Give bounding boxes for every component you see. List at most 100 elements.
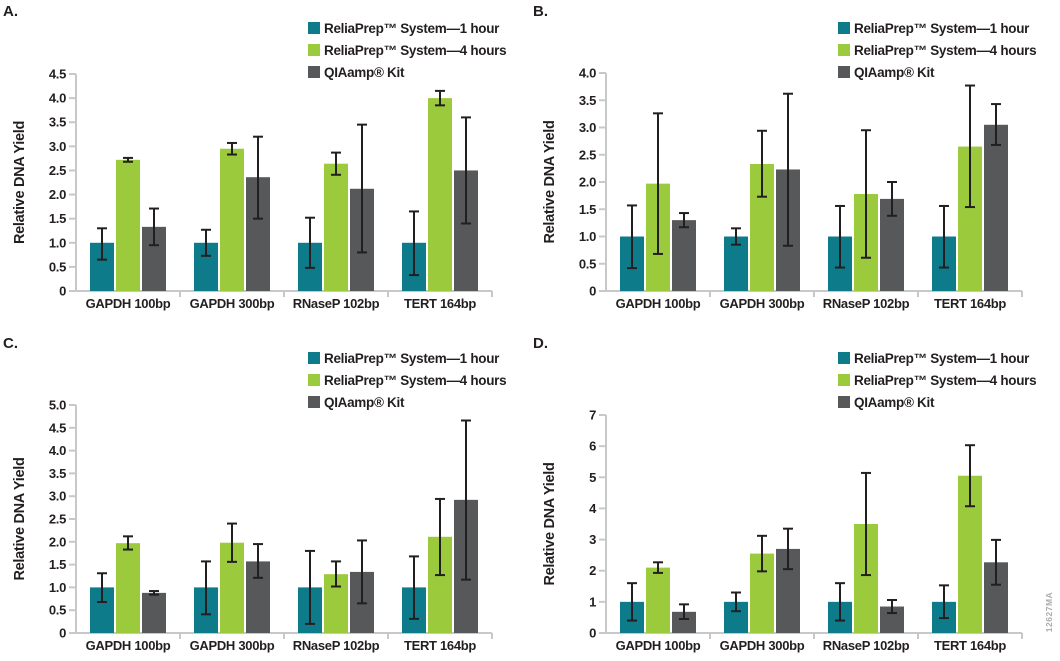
legend-label: ReliaPrep™ System—1 hour xyxy=(854,21,1030,36)
legend: ReliaPrep™ System—1 hour ReliaPrep™ Syste… xyxy=(838,21,1037,80)
panel-d-chart: D. 0 1 2 3 4 5 6 7 GAPDH 100bp GAPDH 300bp RNaseP 1… xyxy=(533,335,1037,653)
legend-label: QIAamp® Kit xyxy=(324,395,405,410)
y-tick-label: 3 xyxy=(589,532,596,547)
bar-gray-1 xyxy=(672,611,696,633)
x-category-label: GAPDH 100bp xyxy=(86,296,171,311)
bar-green-1 xyxy=(646,567,670,633)
y-tick-label: 5.0 xyxy=(49,398,66,413)
y-tick-label: 7 xyxy=(589,408,596,423)
x-category-label: GAPDH 300bp xyxy=(190,296,275,311)
x-category-label: GAPDH 100bp xyxy=(86,638,171,653)
legend-label: ReliaPrep™ System—1 hour xyxy=(324,21,500,36)
y-axis-title: Relative DNA Yield xyxy=(542,121,558,244)
legend-label: ReliaPrep™ System—4 hours xyxy=(324,43,506,58)
legend-swatch-green xyxy=(308,374,320,386)
panel-label: B. xyxy=(533,3,548,20)
legend-swatch-gray xyxy=(838,396,850,408)
y-tick-label: 0 xyxy=(59,284,66,299)
bar-green-3 xyxy=(324,163,348,291)
legend: ReliaPrep™ System—1 hour ReliaPrep™ Syste… xyxy=(838,351,1037,410)
y-tick-label: 3.0 xyxy=(49,489,66,504)
legend-swatch-teal xyxy=(838,352,850,364)
legend-label: ReliaPrep™ System—1 hour xyxy=(854,351,1030,366)
legend: ReliaPrep™ System—1 hour ReliaPrep™ Syste… xyxy=(308,21,507,80)
legend-swatch-green xyxy=(308,44,320,56)
y-tick-label: 3.0 xyxy=(49,139,66,154)
legend-swatch-teal xyxy=(308,352,320,364)
x-category-label: RNaseP 102bp xyxy=(293,296,380,311)
y-tick-label: 1.5 xyxy=(49,557,66,572)
y-tick-label: 4.0 xyxy=(579,66,596,81)
x-category-label: RNaseP 102bp xyxy=(823,296,910,311)
legend-swatch-green xyxy=(838,374,850,386)
y-tick-label: 0.5 xyxy=(579,256,596,271)
y-tick-label: 2.0 xyxy=(49,187,66,202)
legend-swatch-gray xyxy=(308,396,320,408)
x-category-label: GAPDH 100bp xyxy=(616,638,701,653)
panel-a-chart: A. 0 0.5 1.0 1.5 2.0 2.5 3.0 3.5 4.0 4.5 GAPDH 100b… xyxy=(3,3,507,311)
x-category-label: TERT 164bp xyxy=(934,638,1006,653)
y-tick-label: 0 xyxy=(589,626,596,641)
legend-swatch-teal xyxy=(308,22,320,34)
y-tick-label: 0.5 xyxy=(49,259,66,274)
legend-swatch-teal xyxy=(838,22,850,34)
bar-green-1 xyxy=(116,543,140,633)
panel-c-chart: C. 0 0.5 1.0 1.5 2.0 2.5 3.0 3.5 4.0 4.5 5.0 GAPDH 1… xyxy=(3,335,507,653)
x-category-label: RNaseP 102bp xyxy=(823,638,910,653)
y-tick-label: 0 xyxy=(59,626,66,641)
legend-label: ReliaPrep™ System—4 hours xyxy=(324,373,506,388)
y-tick-label: 3.5 xyxy=(579,93,596,108)
legend-swatch-gray xyxy=(308,66,320,78)
y-tick-label: 4.0 xyxy=(49,443,66,458)
y-tick-label: 1.0 xyxy=(579,229,596,244)
x-category-label: GAPDH 300bp xyxy=(190,638,275,653)
legend: ReliaPrep™ System—1 hour ReliaPrep™ Syste… xyxy=(308,351,507,410)
y-tick-label: 4 xyxy=(589,501,597,516)
x-category-label: GAPDH 300bp xyxy=(720,296,805,311)
y-tick-label: 6 xyxy=(589,439,596,454)
bar-gray-1 xyxy=(142,592,166,633)
panel-label: D. xyxy=(533,335,548,352)
bar-green-4 xyxy=(428,98,452,291)
y-tick-label: 1 xyxy=(589,594,596,609)
y-axis-title: Relative DNA Yield xyxy=(12,458,28,581)
panel-label: C. xyxy=(3,335,18,352)
y-tick-label: 3.0 xyxy=(579,120,596,135)
bar-gray-1 xyxy=(672,220,696,291)
y-tick-label: 0 xyxy=(589,284,596,299)
y-tick-label: 0.5 xyxy=(49,603,66,618)
y-tick-label: 2.5 xyxy=(579,147,596,162)
x-category-label: GAPDH 100bp xyxy=(616,296,701,311)
y-tick-label: 1.5 xyxy=(579,202,596,217)
legend-label: QIAamp® Kit xyxy=(324,65,405,80)
x-category-label: TERT 164bp xyxy=(934,296,1006,311)
y-tick-label: 2.0 xyxy=(579,175,596,190)
y-tick-label: 4.0 xyxy=(49,91,66,106)
x-category-label: TERT 164bp xyxy=(404,296,476,311)
panel-b: B. 0 0.5 1.0 1.5 2.0 2.5 3.0 3.5 4.0 GAPDH 100bp GA… xyxy=(530,0,1060,328)
legend-label: ReliaPrep™ System—4 hours xyxy=(854,43,1036,58)
legend-label: ReliaPrep™ System—1 hour xyxy=(324,351,500,366)
x-category-label: RNaseP 102bp xyxy=(293,638,380,653)
legend-swatch-green xyxy=(838,44,850,56)
y-tick-label: 5 xyxy=(589,470,596,485)
x-category-label: TERT 164bp xyxy=(404,638,476,653)
panel-b-chart: B. 0 0.5 1.0 1.5 2.0 2.5 3.0 3.5 4.0 GAPDH 100bp GA… xyxy=(533,3,1037,311)
figure-id-watermark: 12627MA xyxy=(1044,591,1054,633)
panel-d: D. 0 1 2 3 4 5 6 7 GAPDH 100bp GAPDH 300bp RNaseP 1… xyxy=(530,328,1060,656)
legend-label: ReliaPrep™ System—4 hours xyxy=(854,373,1036,388)
y-tick-label: 1.0 xyxy=(49,235,66,250)
y-tick-label: 4.5 xyxy=(49,67,66,82)
y-axis-title: Relative DNA Yield xyxy=(12,121,28,244)
panel-c: C. 0 0.5 1.0 1.5 2.0 2.5 3.0 3.5 4.0 4.5 5.0 GAPDH 1… xyxy=(0,328,530,656)
y-axis-title: Relative DNA Yield xyxy=(542,463,558,586)
y-tick-label: 2.5 xyxy=(49,512,66,527)
legend-swatch-gray xyxy=(838,66,850,78)
y-tick-label: 1.0 xyxy=(49,580,66,595)
panel-label: A. xyxy=(3,3,18,20)
bar-gray-4 xyxy=(984,124,1008,292)
y-tick-label: 4.5 xyxy=(49,420,66,435)
legend-label: QIAamp® Kit xyxy=(854,395,935,410)
y-tick-label: 2.0 xyxy=(49,534,66,549)
